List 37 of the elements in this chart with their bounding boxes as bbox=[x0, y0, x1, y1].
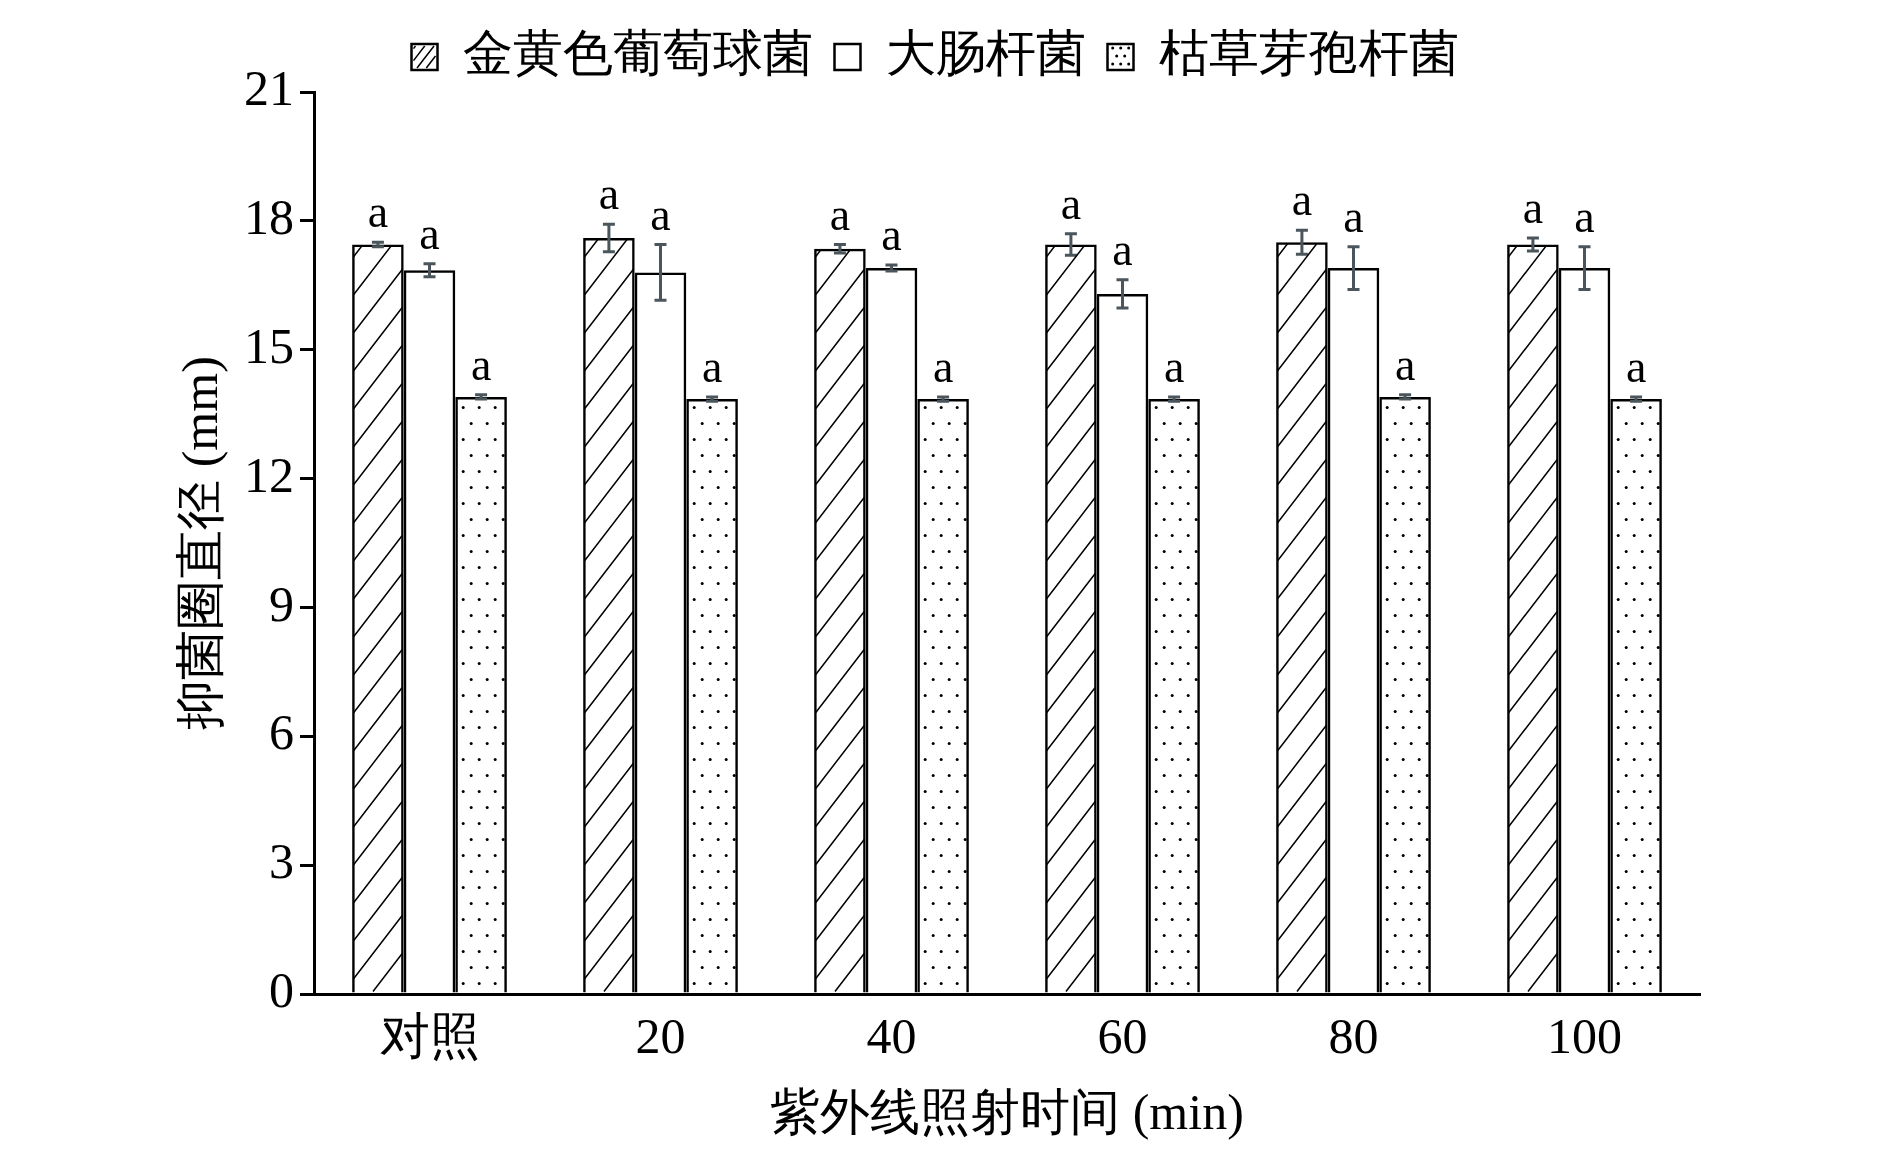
data-label: a bbox=[1163, 341, 1185, 393]
data-label: a bbox=[829, 188, 851, 240]
y-tick-label: 21 bbox=[244, 60, 294, 117]
data-label: a bbox=[881, 209, 902, 261]
data-label: a bbox=[1343, 190, 1364, 242]
data-label: a bbox=[1522, 182, 1544, 234]
data-label: a bbox=[598, 168, 620, 220]
data-label: a bbox=[1112, 223, 1133, 275]
data-label: a bbox=[650, 188, 671, 240]
y-tick-label: 12 bbox=[244, 446, 294, 503]
x-tick-label: 80 bbox=[1328, 1008, 1379, 1065]
y-tick-label: 0 bbox=[269, 962, 294, 1019]
data-label: a bbox=[1394, 338, 1416, 390]
legend-label: 大肠杆菌 bbox=[885, 25, 1086, 82]
data-label: a bbox=[1574, 190, 1595, 242]
x-tick-label: 100 bbox=[1547, 1008, 1622, 1065]
y-axis-title: 抑菌圈直径 (mm) bbox=[172, 356, 229, 730]
data-label: a bbox=[419, 207, 440, 259]
data-label: a bbox=[701, 341, 723, 393]
data-label: a bbox=[932, 341, 954, 393]
data-label: a bbox=[1625, 341, 1647, 393]
x-tick-label: 对照 bbox=[379, 1008, 480, 1065]
data-label: a bbox=[367, 186, 389, 238]
x-tick-label: 40 bbox=[866, 1008, 917, 1065]
x-tick-label: 20 bbox=[635, 1008, 686, 1065]
data-label: a bbox=[470, 338, 492, 390]
y-tick-label: 6 bbox=[269, 704, 294, 761]
y-tick-label: 18 bbox=[244, 188, 294, 245]
x-tick-label: 60 bbox=[1097, 1008, 1148, 1065]
y-tick-label: 3 bbox=[269, 833, 294, 890]
y-tick-label: 15 bbox=[244, 317, 294, 374]
legend-label: 枯草芽孢杆菌 bbox=[1158, 25, 1459, 82]
data-label: a bbox=[1060, 177, 1082, 229]
x-axis-title: 紫外线照射时间 (min) bbox=[770, 1084, 1244, 1141]
data-label: a bbox=[1291, 174, 1313, 226]
legend-label: 金黄色葡萄球菌 bbox=[462, 25, 813, 82]
y-tick-label: 9 bbox=[269, 575, 294, 632]
